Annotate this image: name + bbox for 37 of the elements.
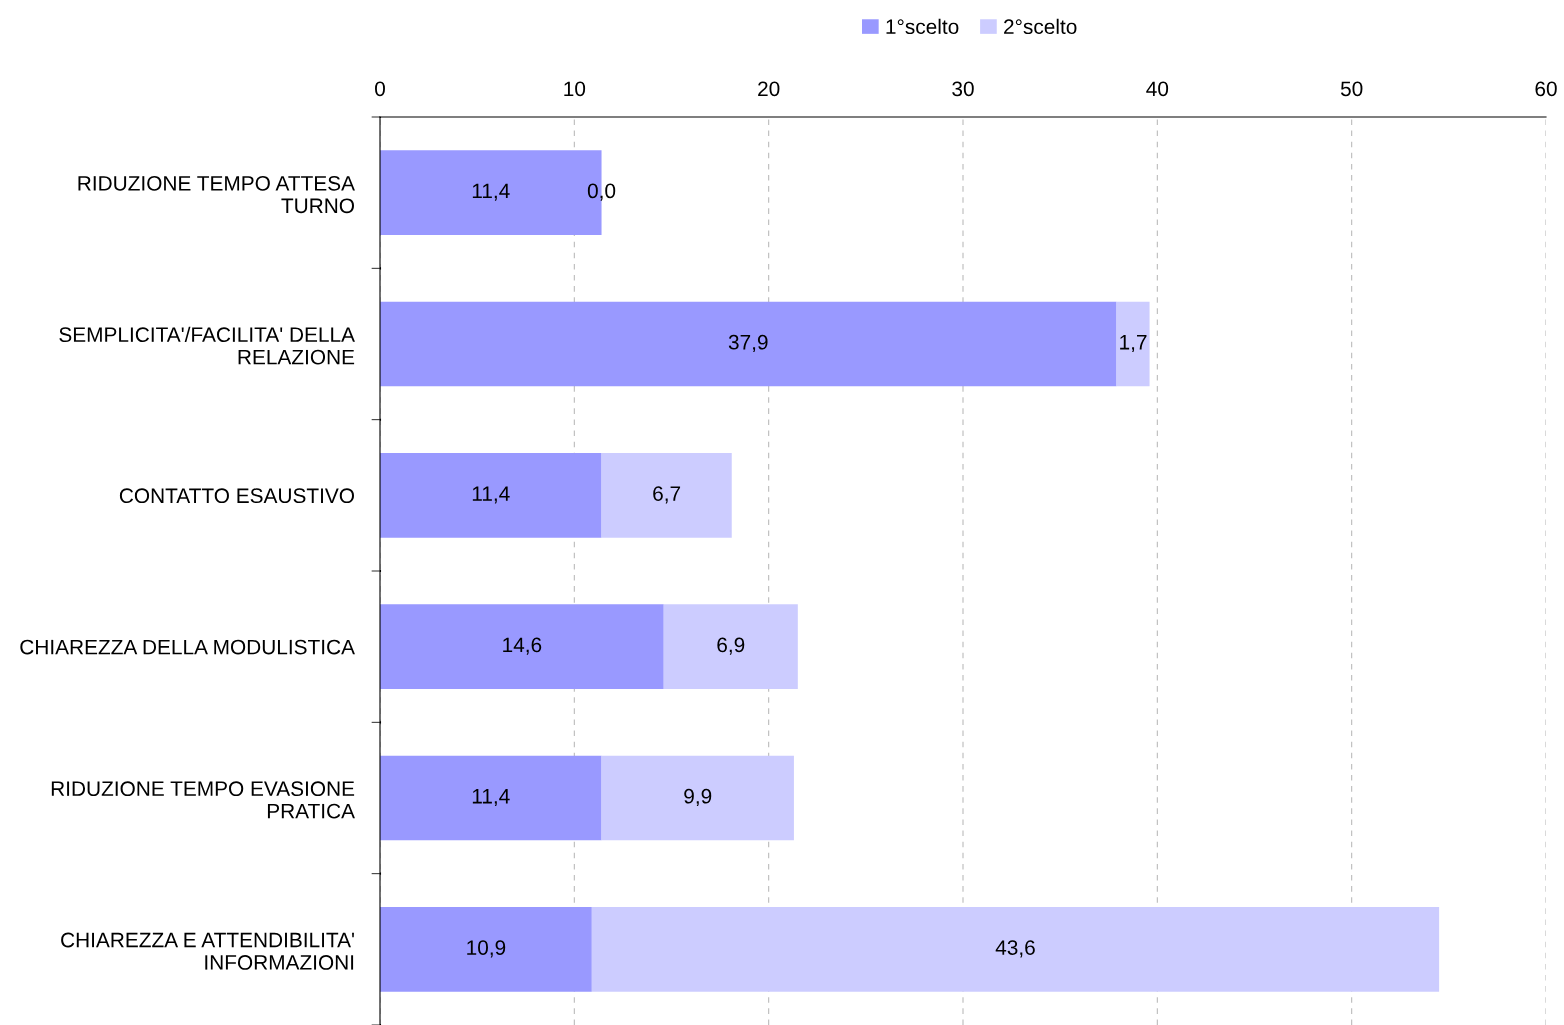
data-label: 11,4 [472, 183, 510, 201]
y-tick-label: RIDUZIONE TEMPO EVASIONE PRATICA [51, 781, 355, 819]
y-tick-label: CONTATTO ESAUSTIVO [119, 488, 354, 504]
data-label: 43,6 [995, 940, 1035, 958]
data-label: 14,6 [503, 637, 542, 655]
bar [663, 604, 798, 690]
y-tick-label: RIDUZIONE TEMPO ATTESA TURNO [78, 175, 355, 214]
data-label: 11,4 [472, 789, 510, 807]
data-label: 9,9 [684, 788, 712, 807]
bar [601, 755, 794, 841]
bar [380, 604, 664, 690]
y-tick-label: CHIAREZZA E ATTENDIBILITA' INFORMAZIONI [61, 932, 354, 970]
bar [1116, 301, 1150, 387]
x-tick-label: 40 [1146, 81, 1169, 97]
x-tick-label: 20 [758, 81, 780, 97]
data-label: 6,7 [653, 486, 681, 504]
bar [380, 301, 1117, 387]
data-label: 10,9 [467, 940, 506, 958]
bar [601, 452, 732, 538]
legend-label: 2°scelto [1004, 18, 1077, 35]
data-label: 11,4 [472, 486, 510, 504]
bar [380, 452, 602, 538]
y-tick-label: CHIAREZZA DELLA MODULISTICA [20, 639, 355, 655]
bar [591, 906, 1440, 992]
data-label: 37,9 [728, 334, 768, 353]
x-tick-label: 50 [1340, 81, 1363, 97]
x-tick-label: 0 [375, 81, 385, 97]
x-tick-label: 30 [952, 81, 974, 97]
data-label: 0,0 [587, 183, 616, 201]
bar [380, 906, 592, 992]
data-label: 1,7 [1120, 335, 1147, 353]
legend-label: 1°scelto [886, 18, 959, 35]
x-tick-label: 10 [564, 81, 586, 97]
y-tick-label: SEMPLICITA'/FACILITA' DELLA RELAZIONE [59, 326, 355, 365]
bar [380, 755, 602, 841]
x-tick-label: 60 [1535, 81, 1557, 97]
data-label: 6,9 [717, 637, 745, 655]
